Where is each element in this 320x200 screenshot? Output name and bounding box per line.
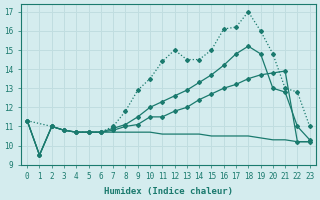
X-axis label: Humidex (Indice chaleur): Humidex (Indice chaleur) xyxy=(104,187,233,196)
